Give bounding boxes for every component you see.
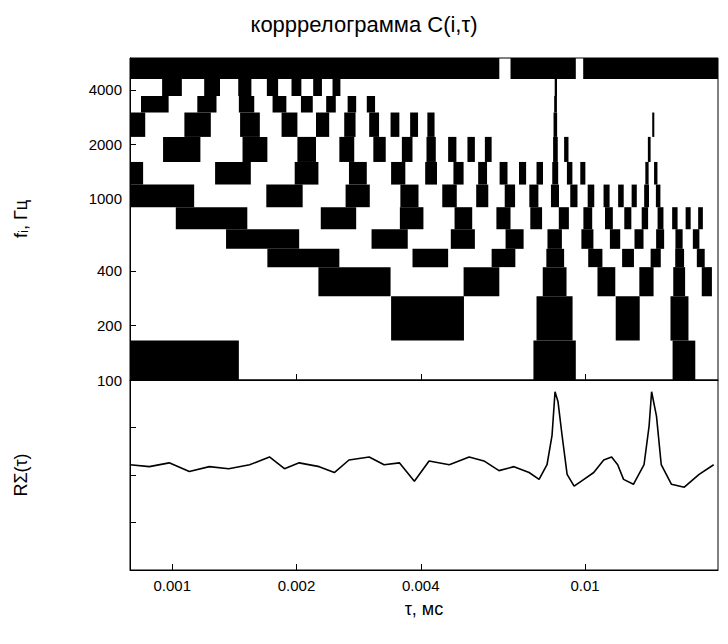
svg-text:τ, мс: τ, мс	[405, 599, 444, 619]
svg-text:fᵢ, Гц: fᵢ, Гц	[11, 200, 31, 238]
svg-text:2000: 2000	[89, 136, 122, 153]
svg-text:RΣ(τ): RΣ(τ)	[11, 453, 31, 496]
svg-text:1000: 1000	[89, 190, 122, 207]
svg-text:200: 200	[97, 317, 122, 334]
svg-text:0.002: 0.002	[278, 577, 316, 594]
svg-text:100: 100	[97, 372, 122, 389]
svg-text:корррелограмма C(i,τ): корррелограмма C(i,τ)	[251, 12, 478, 37]
svg-text:0.001: 0.001	[153, 577, 191, 594]
svg-text:4000: 4000	[89, 81, 122, 98]
svg-text:0.004: 0.004	[402, 577, 440, 594]
svg-text:400: 400	[97, 262, 122, 279]
svg-text:0.01: 0.01	[570, 577, 599, 594]
